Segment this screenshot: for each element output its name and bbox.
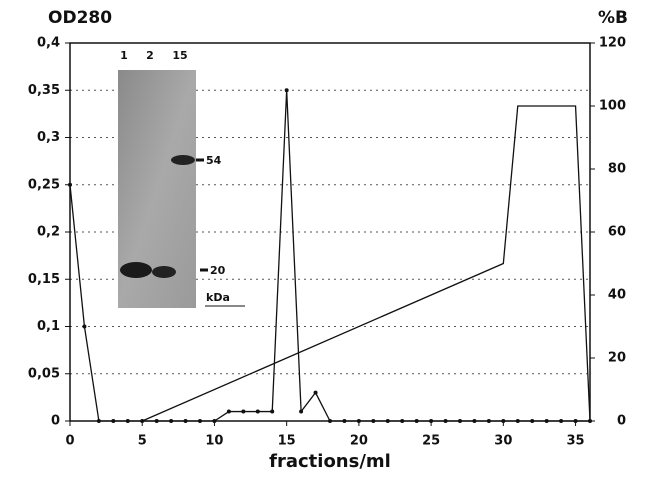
x-axis-title: fractions/ml	[269, 451, 391, 472]
x-tick-label: 20	[350, 434, 368, 449]
data-point	[212, 419, 216, 423]
lane-label: 1	[120, 49, 128, 62]
data-point	[357, 419, 361, 423]
y-tick-label: 0,15	[28, 272, 60, 287]
data-point	[487, 419, 491, 423]
data-point	[429, 419, 433, 423]
data-point	[126, 419, 130, 423]
x-tick-label: 30	[494, 434, 512, 449]
data-point	[314, 391, 318, 395]
y-tick-label: 0	[51, 414, 60, 429]
data-point	[169, 419, 173, 423]
data-point	[82, 325, 86, 329]
y-axis-title: OD280	[48, 8, 112, 28]
data-point	[415, 419, 419, 423]
data-point	[256, 410, 260, 414]
page: {"chart_data": {"type": "line", "y_label…	[0, 0, 645, 477]
x-tick-label: 35	[567, 434, 585, 449]
data-point	[285, 88, 289, 92]
data-point	[386, 419, 390, 423]
data-point	[299, 410, 303, 414]
y2-tick-label: 0	[617, 414, 626, 429]
data-point	[328, 419, 332, 423]
gel-inset: 1 2 15 54 20 kDa	[118, 49, 245, 308]
lane-label: 15	[172, 49, 187, 62]
x-tick-label: 5	[138, 434, 147, 449]
gel-band	[171, 155, 195, 165]
y2-tick-label: 100	[599, 99, 626, 114]
y-tick-label: 0,1	[37, 319, 60, 334]
data-point	[198, 419, 202, 423]
marker-label: 20	[210, 264, 226, 277]
data-point	[559, 419, 563, 423]
chart: OD280 %B fractions/ml 1 2 15 54 20 kDa 0…	[0, 0, 645, 472]
unit-label: kDa	[206, 291, 230, 304]
y-tick-label: 0,25	[28, 177, 60, 192]
data-point	[184, 419, 188, 423]
y-tick-label: 0,05	[28, 366, 60, 381]
data-point	[371, 419, 375, 423]
data-point	[444, 419, 448, 423]
y2-tick-label: 40	[608, 288, 626, 303]
y2-axis-title: %B	[598, 8, 628, 28]
gel-band	[152, 266, 176, 278]
data-point	[530, 419, 534, 423]
y-tick-label: 0,3	[37, 130, 60, 145]
gel-band	[120, 262, 152, 278]
data-point	[270, 410, 274, 414]
data-point	[472, 419, 476, 423]
x-tick-label: 25	[422, 434, 440, 449]
data-point	[501, 419, 505, 423]
data-point	[97, 419, 101, 423]
y-tick-label: 0,4	[37, 36, 60, 51]
marker-label: 54	[206, 154, 222, 167]
data-point	[68, 183, 72, 187]
data-point	[111, 419, 115, 423]
lane-label: 2	[146, 49, 154, 62]
y2-tick-label: 80	[608, 162, 626, 177]
x-tick-label: 0	[65, 434, 74, 449]
data-point	[458, 419, 462, 423]
data-point	[155, 419, 159, 423]
y-tick-label: 0,2	[37, 225, 60, 240]
y2-tick-label: 20	[608, 351, 626, 366]
x-tick-label: 10	[205, 434, 223, 449]
y-tick-label: 0,35	[28, 83, 60, 98]
data-point	[342, 419, 346, 423]
data-point	[227, 410, 231, 414]
y2-tick-label: 60	[608, 225, 626, 240]
y2-tick-label: 120	[599, 36, 626, 51]
data-point	[574, 419, 578, 423]
data-point	[545, 419, 549, 423]
data-point	[400, 419, 404, 423]
data-point	[241, 410, 245, 414]
x-tick-label: 15	[278, 434, 296, 449]
data-point	[516, 419, 520, 423]
